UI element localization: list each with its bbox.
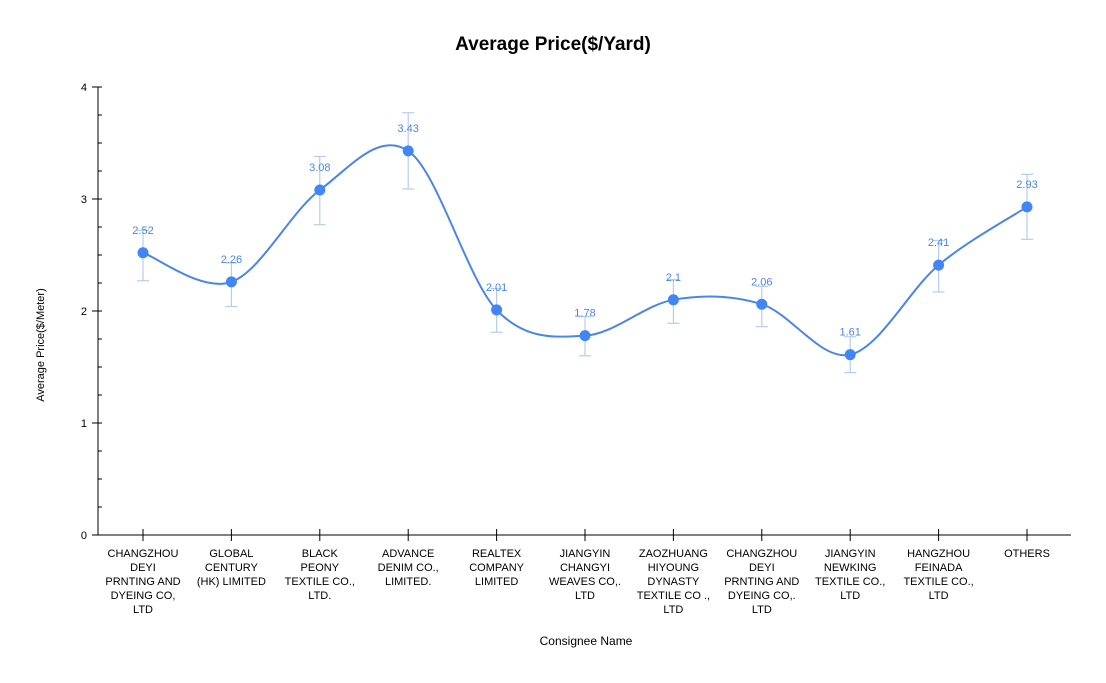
data-point bbox=[756, 298, 768, 310]
x-tick-label: JIANGYIN NEWKING TEXTILE CO., LTD bbox=[815, 548, 885, 602]
x-tick-label: ADVANCE DENIM CO., LIMITED. bbox=[378, 548, 439, 588]
x-tick-label: OTHERS bbox=[1004, 548, 1050, 560]
x-axis-label: Consignee Name bbox=[539, 634, 633, 648]
x-tick-label: HANGZHOU FEINADA TEXTILE CO., LTD bbox=[903, 548, 973, 602]
data-point bbox=[844, 349, 856, 361]
x-tick-label: ZAOZHUANG HIYOUNG DYNASTY TEXTILE CO ., LTD bbox=[637, 548, 710, 616]
data-label: 2.41 bbox=[928, 237, 949, 249]
data-label: 1.61 bbox=[839, 327, 860, 339]
data-point bbox=[579, 330, 591, 342]
y-tick-label: 0 bbox=[81, 530, 87, 542]
data-label: 2.1 bbox=[666, 272, 681, 284]
data-point bbox=[933, 259, 945, 271]
data-label: 2.93 bbox=[1016, 179, 1037, 191]
y-tick-label: 1 bbox=[81, 418, 87, 430]
x-tick-label: CHANGZHOU DEYI PRNTING AND DYEING CO,. LTD bbox=[724, 548, 799, 616]
data-label: 3.08 bbox=[309, 162, 330, 174]
data-label: 2.06 bbox=[751, 276, 772, 288]
x-tick-label: JIANGYIN CHANGYI WEAVES CO,. LTD bbox=[549, 548, 621, 602]
x-tick-label: CHANGZHOU DEYI PRNTING AND DYEING CO, LTD bbox=[105, 548, 180, 616]
data-label: 2.52 bbox=[132, 225, 153, 237]
data-point bbox=[225, 276, 237, 288]
data-point bbox=[137, 247, 149, 259]
data-label: 1.78 bbox=[574, 308, 595, 320]
x-tick-label: REALTEX COMPANY LIMITED bbox=[469, 548, 524, 588]
y-tick-label: 3 bbox=[81, 194, 87, 206]
data-label: 3.43 bbox=[397, 123, 418, 135]
data-point bbox=[491, 304, 503, 316]
data-point bbox=[667, 294, 679, 306]
y-tick-label: 2 bbox=[81, 306, 87, 318]
series-line bbox=[142, 144, 1028, 357]
data-point bbox=[1021, 201, 1033, 213]
chart-title: Average Price($/Yard) bbox=[455, 34, 651, 55]
data-label: 2.26 bbox=[221, 254, 242, 266]
data-point bbox=[402, 145, 414, 157]
y-tick-label: 4 bbox=[81, 82, 87, 94]
data-label: 2.01 bbox=[486, 282, 507, 294]
data-point bbox=[314, 184, 326, 196]
x-tick-label: GLOBAL CENTURY (HK) LIMITED bbox=[197, 548, 266, 588]
x-tick-label: BLACK PEONY TEXTILE CO., LTD. bbox=[285, 548, 355, 602]
